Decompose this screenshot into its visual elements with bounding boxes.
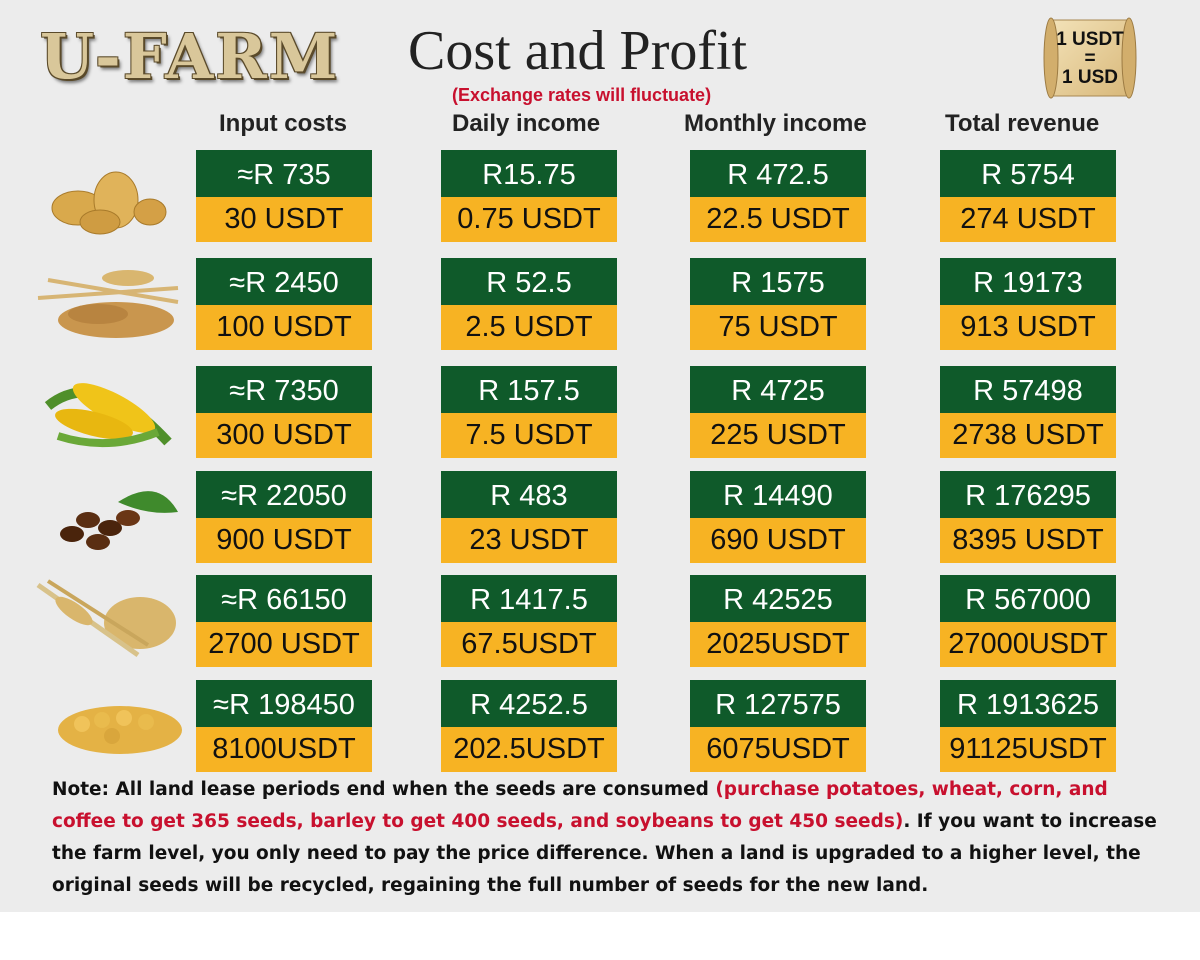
cell-barley-daily-income: R 1417.5 67.5USDT <box>441 575 617 667</box>
u-farm-logo: U-FARM <box>40 22 340 92</box>
usdt-value: 7.5 USDT <box>441 413 617 458</box>
parchment-scroll-icon <box>1043 17 1137 99</box>
note-text-part-1: Note: All land lease periods end when th… <box>52 779 716 800</box>
cell-wheat-monthly-income: R 1575 75 USDT <box>690 258 866 350</box>
rand-value: R15.75 <box>441 150 617 197</box>
usdt-value: 27000USDT <box>940 622 1116 667</box>
usdt-value: 22.5 USDT <box>690 197 866 242</box>
usdt-value: 8100USDT <box>196 727 372 772</box>
rate-line-1: 1 USDT <box>1056 29 1124 50</box>
column-header-total-revenue: Total revenue <box>945 110 1100 137</box>
usdt-value: 225 USDT <box>690 413 866 458</box>
usdt-value: 2738 USDT <box>940 413 1116 458</box>
rand-value: ≈R 735 <box>196 150 372 197</box>
soybean-icon <box>28 680 188 772</box>
rand-value: R 483 <box>441 471 617 518</box>
footnote: Note: All land lease periods end when th… <box>52 774 1162 902</box>
rand-value: R 57498 <box>940 366 1116 413</box>
usdt-value: 91125USDT <box>940 727 1116 772</box>
rate-line-2: = <box>1084 48 1096 69</box>
cell-coffee-monthly-income: R 14490 690 USDT <box>690 471 866 563</box>
rand-value: R 4252.5 <box>441 680 617 727</box>
cell-barley-monthly-income: R 42525 2025USDT <box>690 575 866 667</box>
note-text-part-2: . If you want to increase the farm level… <box>52 811 1157 896</box>
usdt-value: 274 USDT <box>940 197 1116 242</box>
rand-value: R 14490 <box>690 471 866 518</box>
page-title: Cost and Profit <box>408 20 748 82</box>
usdt-value: 67.5USDT <box>441 622 617 667</box>
cell-coffee-total-revenue: R 176295 8395 USDT <box>940 471 1116 563</box>
note-highlight: (purchase potatoes, wheat, corn, and cof… <box>52 779 1108 832</box>
cell-corn-total-revenue: R 57498 2738 USDT <box>940 366 1116 458</box>
usdt-value: 202.5USDT <box>441 727 617 772</box>
cell-potato-input-costs: ≈R 735 30 USDT <box>196 150 372 242</box>
rand-value: ≈R 198450 <box>196 680 372 727</box>
cell-barley-total-revenue: R 567000 27000USDT <box>940 575 1116 667</box>
cell-potato-total-revenue: R 5754 274 USDT <box>940 150 1116 242</box>
cell-wheat-input-costs: ≈R 2450 100 USDT <box>196 258 372 350</box>
coffee-icon <box>28 472 188 564</box>
usdt-value: 23 USDT <box>441 518 617 563</box>
column-header-daily-income: Daily income <box>452 110 601 137</box>
cell-soybean-total-revenue: R 1913625 91125USDT <box>940 680 1116 772</box>
usdt-value: 913 USDT <box>940 305 1116 350</box>
wheat-icon <box>28 258 188 350</box>
cell-coffee-daily-income: R 483 23 USDT <box>441 471 617 563</box>
usdt-value: 300 USDT <box>196 413 372 458</box>
rand-value: R 4725 <box>690 366 866 413</box>
logo-text: U-FARM <box>40 20 340 93</box>
usdt-value: 2.5 USDT <box>441 305 617 350</box>
potato-icon <box>28 150 188 242</box>
usdt-value: 75 USDT <box>690 305 866 350</box>
rand-value: ≈R 7350 <box>196 366 372 413</box>
rand-value: R 1575 <box>690 258 866 305</box>
usdt-value: 900 USDT <box>196 518 372 563</box>
usdt-value: 690 USDT <box>690 518 866 563</box>
infographic-panel: U-FARM Cost and Profit (Exchange rates w… <box>0 0 1200 912</box>
cell-wheat-daily-income: R 52.5 2.5 USDT <box>441 258 617 350</box>
usdt-value: 0.75 USDT <box>441 197 617 242</box>
rand-value: ≈R 66150 <box>196 575 372 622</box>
rand-value: ≈R 22050 <box>196 471 372 518</box>
cell-potato-daily-income: R15.75 0.75 USDT <box>441 150 617 242</box>
usdt-value: 2700 USDT <box>196 622 372 667</box>
column-header-monthly-income: Monthly income <box>684 110 867 137</box>
cell-coffee-input-costs: ≈R 22050 900 USDT <box>196 471 372 563</box>
barley-icon <box>28 575 188 667</box>
rand-value: R 1913625 <box>940 680 1116 727</box>
usdt-value: 100 USDT <box>196 305 372 350</box>
usdt-value: 6075USDT <box>690 727 866 772</box>
rand-value: R 157.5 <box>441 366 617 413</box>
usdt-value: 30 USDT <box>196 197 372 242</box>
rand-value: R 42525 <box>690 575 866 622</box>
column-header-input-costs: Input costs <box>219 110 348 137</box>
exchange-rate-badge: 1 USDT = 1 USD <box>1041 12 1139 104</box>
rand-value: R 472.5 <box>690 150 866 197</box>
cell-potato-monthly-income: R 472.5 22.5 USDT <box>690 150 866 242</box>
cell-soybean-input-costs: ≈R 198450 8100USDT <box>196 680 372 772</box>
cell-corn-input-costs: ≈R 7350 300 USDT <box>196 366 372 458</box>
cell-soybean-monthly-income: R 127575 6075USDT <box>690 680 866 772</box>
rand-value: ≈R 2450 <box>196 258 372 305</box>
rand-value: R 19173 <box>940 258 1116 305</box>
rand-value: R 127575 <box>690 680 866 727</box>
rand-value: R 567000 <box>940 575 1116 622</box>
rand-value: R 52.5 <box>441 258 617 305</box>
page-subtitle: (Exchange rates will fluctuate) <box>452 85 712 105</box>
cell-corn-daily-income: R 157.5 7.5 USDT <box>441 366 617 458</box>
rate-line-3: 1 USD <box>1062 67 1118 88</box>
usdt-value: 2025USDT <box>690 622 866 667</box>
rand-value: R 5754 <box>940 150 1116 197</box>
rand-value: R 1417.5 <box>441 575 617 622</box>
rand-value: R 176295 <box>940 471 1116 518</box>
cell-wheat-total-revenue: R 19173 913 USDT <box>940 258 1116 350</box>
cell-corn-monthly-income: R 4725 225 USDT <box>690 366 866 458</box>
cell-barley-input-costs: ≈R 66150 2700 USDT <box>196 575 372 667</box>
cell-soybean-daily-income: R 4252.5 202.5USDT <box>441 680 617 772</box>
corn-icon <box>28 366 188 458</box>
usdt-value: 8395 USDT <box>940 518 1116 563</box>
